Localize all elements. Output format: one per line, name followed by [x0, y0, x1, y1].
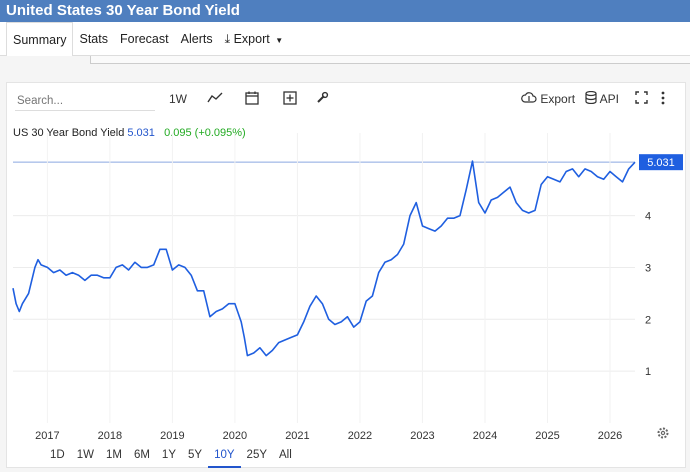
x-tick-label: 2022 [348, 430, 372, 442]
tab-export-label: Export [233, 31, 270, 46]
chart-plot[interactable]: 1 2 3 4 2017 2018 2019 2020 2021 2022 2023 2024 2025… [7, 83, 687, 445]
tab-content-strip [90, 56, 690, 64]
wrench-icon[interactable] [315, 91, 329, 107]
range-1y[interactable]: 1Y [161, 449, 176, 461]
y-tick-label: 2 [645, 314, 651, 326]
download-icon: ⤓ [224, 31, 231, 46]
export-chart-button[interactable]: Export [521, 91, 575, 107]
calendar-icon[interactable] [245, 91, 259, 107]
y-tick-label: 1 [645, 366, 651, 378]
x-tick-label: 2024 [473, 430, 497, 442]
settings-gear-icon[interactable] [657, 427, 669, 439]
y-tick-label: 3 [645, 262, 651, 274]
x-tick-label: 2018 [98, 430, 122, 442]
tab-stats[interactable]: Stats [79, 31, 108, 46]
tab-bar: Summary Stats Forecast Alerts ⤓ Export ▼ [0, 21, 690, 56]
tab-alerts[interactable]: Alerts [180, 31, 213, 46]
series-change: 0.095 (+0.095%) [164, 127, 246, 139]
caret-down-icon: ▼ [275, 35, 284, 45]
fullscreen-icon[interactable] [635, 91, 648, 107]
interval-selector[interactable]: 1W [169, 92, 187, 106]
line-chart-icon[interactable] [207, 91, 223, 107]
range-1d[interactable]: 1D [50, 449, 65, 461]
api-button[interactable]: API [585, 90, 620, 107]
series-name: US 30 Year Bond Yield [13, 127, 125, 139]
tab-export[interactable]: ⤓ Export ▼ [219, 22, 290, 56]
database-icon [585, 90, 597, 105]
series-value: 5.031 [127, 127, 155, 139]
range-selector: 1D 1W 1M 6M 1Y 5Y 10Y 25Y All [0, 444, 690, 468]
range-5y[interactable]: 5Y [188, 449, 203, 461]
more-options-icon[interactable] [661, 91, 665, 107]
y-tick-label: 4 [645, 211, 651, 223]
series-legend: US 30 Year Bond Yield 5.031 0.095 (+0.09… [13, 127, 246, 139]
last-value-badge-label: 5.031 [647, 157, 675, 169]
cloud-download-icon [521, 92, 537, 103]
add-indicator-icon[interactable] [283, 91, 297, 107]
x-tick-label: 2017 [35, 430, 59, 442]
api-label: API [599, 92, 620, 106]
range-all[interactable]: All [279, 449, 292, 461]
range-10y[interactable]: 10Y [208, 444, 241, 468]
range-1w[interactable]: 1W [76, 449, 94, 461]
export-chart-label: Export [540, 92, 576, 106]
tab-summary[interactable]: Summary [6, 21, 74, 56]
x-tick-label: 2023 [410, 430, 434, 442]
range-25y[interactable]: 25Y [246, 449, 268, 461]
series-line [12, 160, 636, 357]
chart-panel: 1W Export API US 30 Year Bond Yield 5 [6, 82, 686, 468]
page-title: United States 30 Year Bond Yield [0, 0, 690, 22]
chart-toolbar: 1W Export API [7, 83, 687, 115]
x-tick-label: 2026 [598, 430, 622, 442]
search-input[interactable] [15, 91, 155, 111]
tab-forecast[interactable]: Forecast [119, 31, 169, 46]
range-1m[interactable]: 1M [105, 449, 122, 461]
x-tick-label: 2021 [285, 430, 309, 442]
x-tick-label: 2020 [223, 430, 247, 442]
x-tick-label: 2019 [160, 430, 184, 442]
last-value-badge [639, 154, 683, 171]
x-tick-label: 2025 [535, 430, 559, 442]
range-6m[interactable]: 6M [133, 449, 150, 461]
